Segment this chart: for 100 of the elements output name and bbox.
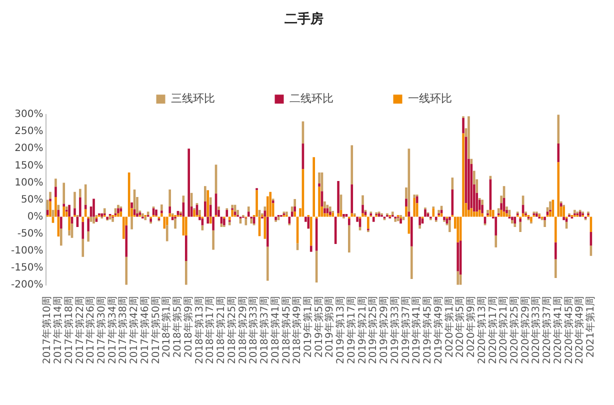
bar [120, 208, 122, 212]
x-tick-label: 2020年第37周 [541, 296, 554, 364]
bar [350, 213, 354, 217]
bar [370, 213, 372, 216]
bar [155, 210, 158, 216]
bar [269, 192, 272, 217]
bar [87, 231, 90, 242]
bar [174, 218, 176, 229]
y-tick-label: 0% [27, 211, 44, 222]
bar [65, 206, 68, 210]
x-tick-label: 2020年第29周 [519, 296, 532, 364]
bar [117, 213, 120, 217]
x-tick-label: 2020年第1周 [443, 296, 456, 358]
bar [391, 212, 394, 216]
x-tick-label: 2019年第41周 [410, 296, 423, 364]
bar [231, 204, 234, 208]
bar [418, 225, 421, 229]
bar [413, 194, 416, 198]
bar [204, 201, 206, 217]
bar [462, 118, 464, 134]
legend-label: 一线环比 [408, 92, 452, 105]
y-tick-label: -50% [17, 228, 44, 240]
bar [160, 213, 163, 217]
bar [481, 213, 484, 217]
bar [49, 192, 52, 199]
bar [62, 204, 66, 207]
bar [266, 216, 269, 247]
bar [312, 157, 315, 217]
bar [560, 203, 562, 207]
bar [166, 216, 168, 226]
bar [337, 180, 340, 214]
bar [554, 259, 557, 278]
bar [578, 212, 582, 217]
x-tick-label: 2019年第13周 [334, 296, 347, 364]
bar [440, 210, 443, 214]
bar [506, 206, 508, 210]
x-tick-label: 2017年第30周 [95, 296, 108, 364]
bar [117, 208, 120, 214]
bar [565, 218, 568, 222]
bar [400, 218, 402, 224]
x-tick-label: 2018年第5周 [172, 296, 184, 358]
bar [60, 216, 62, 229]
bar [494, 235, 498, 248]
bar [549, 201, 552, 210]
x-tick-label: 2020年第25周 [508, 296, 520, 364]
bar [54, 186, 57, 197]
bar [204, 186, 206, 202]
bar [114, 208, 117, 214]
bar [310, 246, 312, 252]
y-tick-label: -200% [10, 279, 44, 290]
x-tick-label: 2020年第45周 [562, 296, 575, 364]
x-tick-label: 2019年第9周 [324, 296, 336, 358]
x-tick-label: 2018年第25周 [226, 296, 238, 364]
bar [294, 212, 296, 217]
bar [52, 216, 54, 223]
legend-label: 三线环比 [170, 92, 215, 105]
bar [184, 260, 188, 285]
bar [112, 218, 114, 222]
legend-label: 二线环比 [289, 92, 334, 105]
y-tick-label: 50% [20, 194, 44, 206]
bar [332, 212, 334, 217]
bar [489, 176, 492, 180]
bar [456, 242, 459, 272]
bar [438, 210, 440, 214]
bar [212, 216, 214, 230]
x-tick-label: 2019年第33周 [388, 296, 401, 364]
x-tick-label: 2019年第29周 [378, 296, 390, 364]
x-tick-label: 2018年第21周 [215, 296, 228, 364]
bar [231, 210, 234, 217]
bar [130, 216, 133, 230]
bar [290, 212, 294, 217]
bar [367, 216, 370, 229]
bar [274, 216, 277, 220]
bar [266, 246, 269, 281]
x-tick-label: 2017年第50周 [150, 296, 162, 364]
bar [372, 216, 375, 222]
x-tick-label: 2017年第46周 [138, 296, 151, 364]
bar [250, 218, 252, 224]
bar [405, 206, 408, 217]
bar [557, 144, 560, 162]
bar [228, 216, 231, 220]
bar [171, 216, 174, 220]
bar [350, 184, 354, 214]
x-tick-label: 2017年第26周 [84, 296, 97, 364]
bar [125, 256, 128, 285]
bar [362, 204, 364, 214]
bar [168, 213, 171, 217]
x-tick-label: 2019年第21周 [356, 296, 368, 364]
bar [142, 213, 144, 217]
bar [92, 198, 95, 217]
bar [220, 224, 223, 227]
bar [418, 216, 421, 226]
bar [84, 184, 87, 205]
bar [144, 216, 147, 220]
bar [277, 216, 280, 220]
x-tick-label: 2020年第13周 [476, 296, 488, 364]
bar [405, 198, 408, 207]
bar [90, 216, 92, 222]
x-tick-label: 2020年第21周 [498, 296, 510, 364]
x-tick-label: 2020年第49周 [574, 296, 586, 364]
